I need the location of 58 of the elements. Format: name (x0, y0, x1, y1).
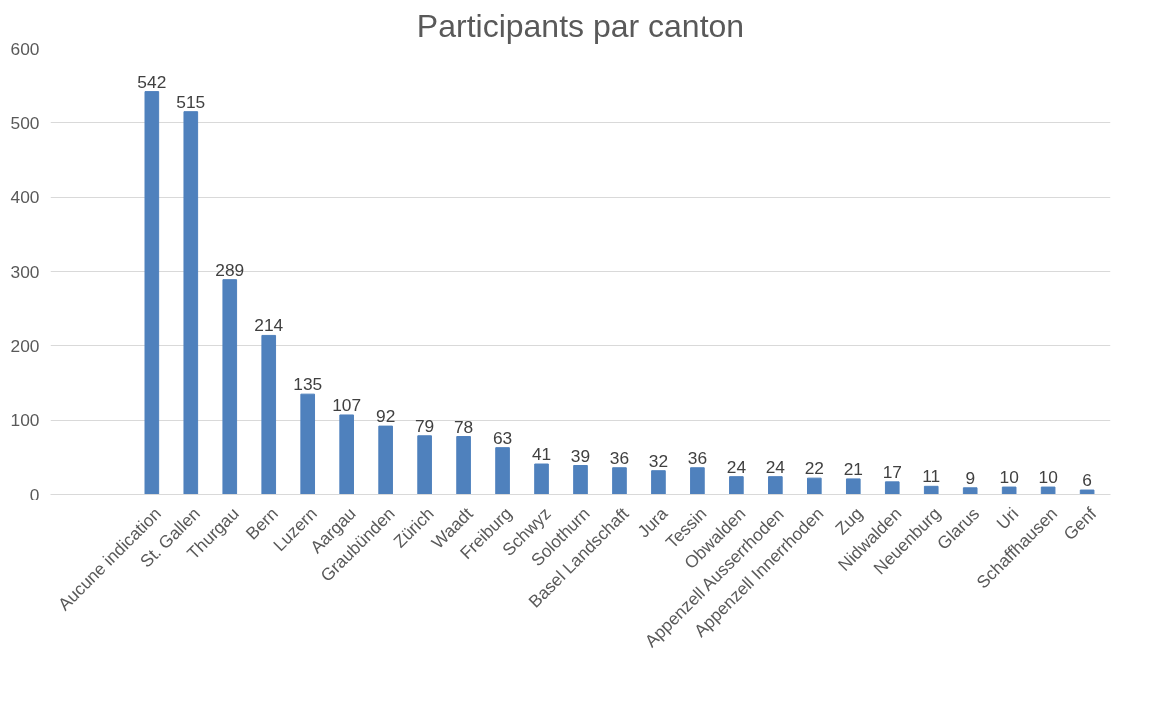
data-label: 107 (332, 394, 362, 415)
bar (612, 467, 627, 495)
bar (768, 476, 783, 495)
bar (456, 436, 471, 495)
data-label: 542 (137, 71, 167, 92)
bar (884, 481, 900, 495)
bar (729, 476, 744, 495)
data-label: 214 (254, 315, 284, 336)
bar (495, 447, 510, 495)
data-label: 515 (176, 91, 206, 112)
bar (690, 467, 705, 495)
bar (534, 463, 549, 495)
data-label: 39 (570, 445, 591, 466)
data-label: 22 (804, 458, 824, 479)
bar (845, 478, 861, 495)
data-label: 135 (293, 374, 323, 395)
y-tick-label: 100 (10, 410, 40, 431)
data-label: 289 (215, 259, 245, 280)
bar (651, 470, 666, 495)
bar (807, 477, 822, 495)
data-label: 10 (1038, 467, 1058, 488)
bar (300, 393, 316, 495)
bar (261, 334, 277, 495)
data-label: 24 (726, 456, 747, 477)
bar (1001, 486, 1017, 495)
bar (339, 414, 354, 495)
y-tick-label: 200 (10, 335, 40, 356)
bar (183, 111, 199, 495)
data-label: 10 (999, 467, 1019, 488)
bar (222, 279, 238, 495)
data-label: 63 (492, 427, 513, 448)
data-label: 32 (648, 450, 669, 471)
data-label: 79 (414, 415, 435, 436)
chart-title: Participants par canton (416, 7, 745, 44)
bar (144, 91, 160, 495)
bar (378, 425, 393, 495)
data-label: 78 (453, 416, 474, 437)
data-label: 36 (609, 447, 630, 468)
y-tick-label: 600 (10, 38, 40, 59)
bar (573, 465, 588, 495)
bar (417, 435, 432, 495)
data-label: 9 (965, 467, 976, 488)
data-label: 11 (922, 466, 941, 487)
data-label: 24 (765, 456, 786, 477)
bar (1040, 486, 1056, 495)
data-label: 36 (687, 447, 708, 468)
data-label: 21 (843, 458, 863, 479)
y-tick-label: 300 (10, 261, 40, 282)
data-label: 41 (531, 444, 552, 465)
y-tick-label: 0 (29, 484, 40, 505)
y-tick-label: 500 (10, 112, 40, 133)
bar (1079, 489, 1095, 495)
data-label: 6 (1082, 470, 1092, 491)
data-label: 92 (376, 406, 396, 427)
bar (923, 485, 939, 495)
bar (962, 487, 978, 495)
data-label: 17 (882, 461, 902, 482)
y-tick-label: 400 (10, 187, 40, 208)
